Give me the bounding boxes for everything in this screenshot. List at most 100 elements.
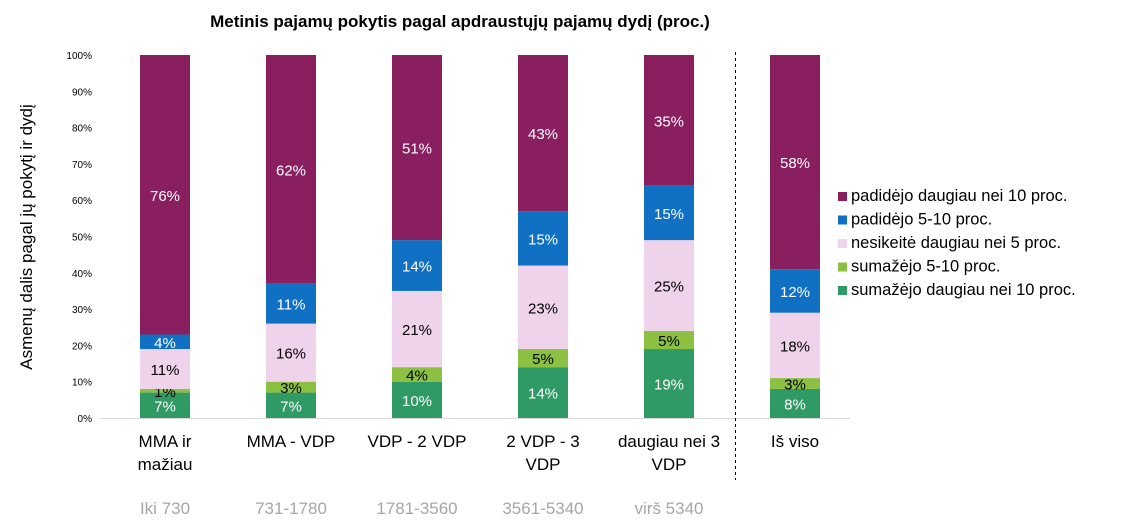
data-label: 7% [154, 398, 176, 415]
bar-segment [518, 367, 568, 418]
bar-segment [518, 211, 568, 266]
data-label: 4% [406, 367, 428, 384]
x-subcategory-label: 1781-3560 [376, 499, 457, 518]
bar-segment [392, 290, 442, 368]
data-label: 3% [280, 380, 302, 397]
x-subcategory-label: 731-1780 [255, 499, 327, 518]
bar-segment [392, 367, 442, 382]
data-label: 25% [654, 279, 684, 296]
bar-segment [518, 265, 568, 350]
bar-segment [644, 330, 694, 350]
bar-stack: 14% 5% 23% 15% 43% [518, 55, 568, 418]
data-label: 43% [528, 126, 558, 143]
legend-item: sumažėjo daugiau nei 10 proc. [838, 281, 1076, 299]
x-tick-label: VDP [526, 455, 561, 474]
bar-stack: 19% 5% 25% 15% 35% [644, 55, 694, 418]
x-tick-label: VDP [652, 455, 687, 474]
x-tick-label: Iš viso [771, 432, 819, 451]
y-tick-label: 60% [72, 196, 92, 207]
bar-segment [266, 392, 316, 418]
bar-segment [770, 378, 820, 389]
data-label: 11% [277, 297, 306, 314]
bar-segment [266, 323, 316, 382]
y-tick-label: 40% [72, 269, 92, 280]
data-label: 7% [280, 398, 302, 415]
data-label: 15% [654, 206, 684, 223]
data-label: 18% [780, 338, 810, 355]
bar-segment [518, 55, 568, 212]
bar-segment [140, 55, 190, 335]
bar-segment [392, 381, 442, 418]
data-label: 16% [276, 346, 306, 363]
bar-stack: 7%3% 16% 11% 62% [266, 55, 316, 418]
x-tick-label: daugiau nei 3 [618, 432, 720, 451]
bar-segment [140, 349, 190, 389]
data-label: 10% [402, 393, 432, 410]
y-tick-label: 70% [72, 160, 92, 171]
bar-stack: 8% 3% 18% 12% 58% [770, 55, 820, 418]
bar-segment [140, 388, 190, 393]
y-tick-label: 0% [78, 414, 93, 425]
data-label: 21% [402, 322, 432, 339]
y-tick-label: 100% [66, 51, 92, 62]
data-label: 58% [780, 155, 810, 172]
legend-item: padidėjo 5-10 proc. [838, 211, 992, 229]
data-label: 14% [528, 386, 558, 403]
data-label: 14% [402, 259, 432, 276]
x-tick-label: MMA - VDP [247, 432, 336, 451]
legend-swatch [838, 192, 847, 201]
legend-swatch [838, 286, 847, 295]
x-subcategory-label: virš 5340 [635, 499, 704, 518]
chart-title: Metinis pajamų pokytis pagal apdraustųjų… [210, 12, 710, 31]
bar-segment [266, 381, 316, 393]
legend-swatch [838, 239, 847, 248]
x-subcategory-label: Iki 730 [140, 499, 190, 518]
legend-swatch [838, 215, 847, 225]
legend-label: nesikeitė daugiau nei 5 proc. [851, 234, 1061, 252]
bar-stack: 7%1%11%4%76% [140, 55, 190, 418]
y-tick-label: 80% [72, 124, 92, 135]
data-label: 19% [654, 377, 684, 394]
bar-segment [770, 388, 820, 418]
y-tick-label: 10% [72, 378, 92, 389]
y-axis-label: Asmenų dalis pagal jų pokytį ir dydį [17, 104, 36, 370]
legend-label: padidėjo 5-10 proc. [851, 211, 992, 229]
bar-segment [266, 55, 316, 284]
legend-label: padidėjo daugiau nei 10 proc. [851, 187, 1068, 205]
bar-segment [518, 349, 568, 368]
legend-item: padidėjo daugiau nei 10 proc. [838, 187, 1068, 205]
data-label: 3% [784, 377, 806, 394]
data-label: 11% [151, 362, 180, 379]
data-label: 76% [150, 188, 180, 205]
x-tick-label: 2 VDP - 3 [506, 432, 579, 451]
data-label: 15% [528, 231, 558, 248]
data-label: 8% [784, 396, 806, 413]
legend-label: sumažėjo 5-10 proc. [851, 258, 1001, 276]
bar-stack: 10% 4% 21% 14% 51% [392, 55, 442, 418]
x-subcategory-label: 3561-5340 [502, 499, 583, 518]
bar-segment [644, 349, 694, 418]
bar-segment [770, 312, 820, 379]
legend-item: sumažėjo 5-10 proc. [838, 258, 1001, 276]
data-label: 35% [654, 113, 684, 130]
y-tick-label: 20% [72, 341, 92, 352]
y-tick-label: 50% [72, 233, 92, 244]
bar-segment [140, 392, 190, 418]
data-label: 4% [154, 335, 176, 352]
data-label: 51% [402, 141, 432, 158]
x-tick-label: mažiau [138, 455, 193, 474]
bar-segment [644, 55, 694, 186]
bar-segment [266, 283, 316, 324]
y-tick-label: 30% [72, 305, 92, 316]
data-label: 5% [532, 351, 554, 368]
bar-segment [770, 55, 820, 270]
bar-segment [770, 269, 820, 313]
bar-segment [392, 55, 442, 241]
bar-segment [644, 185, 694, 241]
bar-segment [392, 240, 442, 291]
data-label: 62% [276, 162, 306, 179]
x-tick-label: VDP - 2 VDP [368, 432, 467, 451]
bar-segment [140, 334, 190, 350]
data-label: 23% [528, 300, 558, 317]
